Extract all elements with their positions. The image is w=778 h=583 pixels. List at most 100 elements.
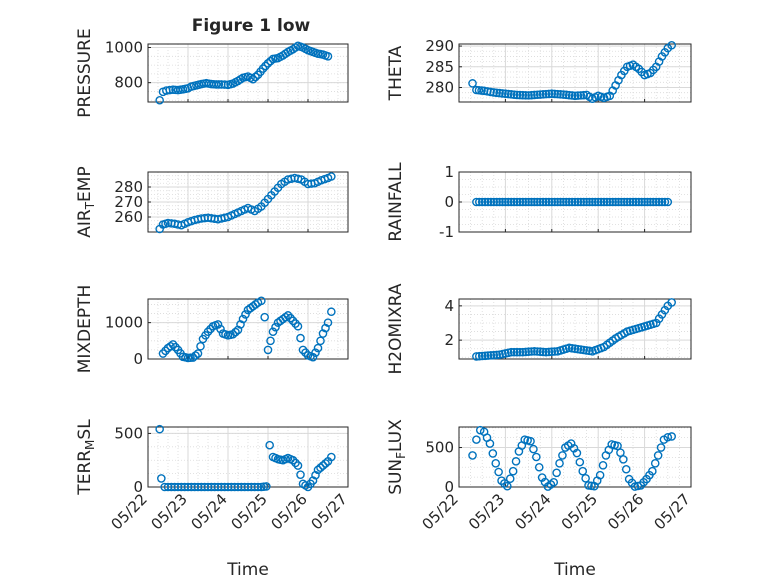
mixdepth-data-point [293, 321, 303, 331]
rainfall-data-point [660, 197, 670, 207]
rainfall-data-point [559, 197, 568, 207]
sun-flux-data-point [491, 459, 501, 468]
rainfall-data-point [544, 197, 554, 207]
rainfall-data-point [489, 197, 499, 207]
h2omixra-data-point [472, 352, 481, 361]
theta-data-point [495, 88, 504, 98]
h2omixra-data-point [535, 347, 545, 357]
pressure-data-point [306, 46, 315, 56]
sun-flux-data-point [656, 443, 666, 452]
air-temp-data-point [267, 190, 276, 200]
theta-data-point [501, 89, 510, 99]
h2omixra-data-point [538, 347, 548, 357]
mixdepth-data-point [216, 324, 225, 334]
mixdepth-data-point [196, 341, 205, 351]
terr-msl-data-point [259, 482, 269, 492]
mixdepth-series [158, 296, 336, 363]
h2omixra-data-point [512, 347, 522, 357]
theta-data-point [602, 92, 612, 102]
rainfall-data-point [521, 197, 531, 207]
h2omixra-data-point [527, 347, 536, 356]
mixdepth-data-point [263, 345, 273, 355]
pressure-data-point [271, 54, 280, 63]
pressure-data-point [214, 80, 224, 89]
mixdepth-data-point [298, 345, 308, 355]
h2omixra-data-point [533, 347, 542, 356]
rainfall-data-point [503, 197, 513, 207]
theta-data-point [631, 62, 641, 72]
rainfall-data-point [553, 197, 562, 207]
mixdepth-ytick-label: 1000 [105, 314, 143, 332]
h2omixra-data-point [649, 319, 658, 329]
sun-flux-data-point [650, 459, 660, 468]
rainfall-data-point [547, 197, 557, 207]
rainfall-data-point [579, 197, 589, 207]
theta-data-point [468, 79, 477, 88]
mixdepth-data-point [171, 342, 180, 352]
theta-data-point [591, 92, 600, 102]
h2omixra-axes-box [458, 298, 692, 360]
terr-msl-data-point [220, 482, 229, 492]
h2omixra-data-point [562, 344, 571, 354]
sun-flux-data-point [534, 462, 544, 472]
sun-flux-data-point [468, 451, 477, 460]
rainfall-ytick-label: 0 [444, 193, 454, 211]
rainfall-data-point [596, 197, 606, 207]
sun-flux-xlabel: Time [553, 560, 596, 580]
h2omixra-ylabel: H2OMIXRA [386, 283, 406, 374]
rainfall-data-point [495, 197, 504, 207]
air-temp-ytick-label: 270 [114, 193, 143, 211]
mixdepth-data-point [257, 296, 266, 306]
terr-msl-data-point [265, 440, 274, 450]
theta-series [468, 40, 676, 103]
terr-msl-data-point [157, 474, 166, 483]
h2omixra-data-point [477, 351, 487, 361]
sun-flux-axes-box [458, 426, 692, 488]
pressure-data-point [261, 61, 270, 71]
h2omixra-ytick-label: 2 [444, 331, 454, 349]
rainfall-data-point [538, 197, 548, 207]
theta-data-point [625, 61, 635, 71]
theta-data-point [503, 89, 513, 99]
theta-ylabel: THETA [386, 45, 406, 101]
mixdepth-data-point [321, 323, 330, 333]
theta-ytick-label: 285 [425, 58, 454, 76]
theta-data-point [643, 69, 652, 79]
rainfall-series [472, 197, 673, 207]
mixdepth-data-point [281, 312, 290, 322]
theta-data-point [550, 89, 560, 99]
h2omixra-data-point [544, 347, 554, 357]
pressure-data-point [220, 80, 229, 89]
theta-axes-box [458, 43, 692, 103]
theta-data-point [512, 90, 522, 100]
mixdepth-ylabel: MIXDEPTH [75, 285, 95, 374]
air-temp-ytick-label: 280 [114, 178, 143, 196]
sun-flux-data-point [581, 474, 590, 483]
mixdepth-data-point [296, 333, 305, 343]
air-temp-series [155, 172, 336, 234]
pressure-data-point [301, 44, 310, 54]
terr-msl-data-point [301, 481, 310, 490]
terr-msl-data-point [253, 482, 263, 492]
terr-msl-data-point [271, 453, 280, 463]
sun-flux-data-point [552, 468, 561, 478]
rainfall-data-point [567, 197, 577, 207]
theta-data-point [518, 90, 528, 100]
mixdepth-data-point [266, 336, 275, 346]
mixdepth-data-point [313, 343, 323, 353]
terr-msl-data-point [230, 482, 239, 492]
h2omixra-data-point [608, 336, 618, 345]
pressure-axes-box [147, 43, 349, 103]
mixdepth-data-point [201, 331, 210, 340]
mixdepth-data-point [268, 327, 278, 337]
h2omixra-data-point [486, 351, 496, 360]
rainfall-data-point [591, 197, 600, 207]
air-temp-data-point [217, 214, 226, 223]
sun-flux-data-point [633, 481, 643, 491]
terr-msl-data-point [200, 482, 209, 492]
sun-flux-data-point [587, 481, 596, 491]
subplot-rainfall: -1 0 1 RAINFALL [386, 162, 692, 242]
h2omixra-data-point [489, 350, 499, 360]
sun-flux-data-point [482, 433, 492, 442]
